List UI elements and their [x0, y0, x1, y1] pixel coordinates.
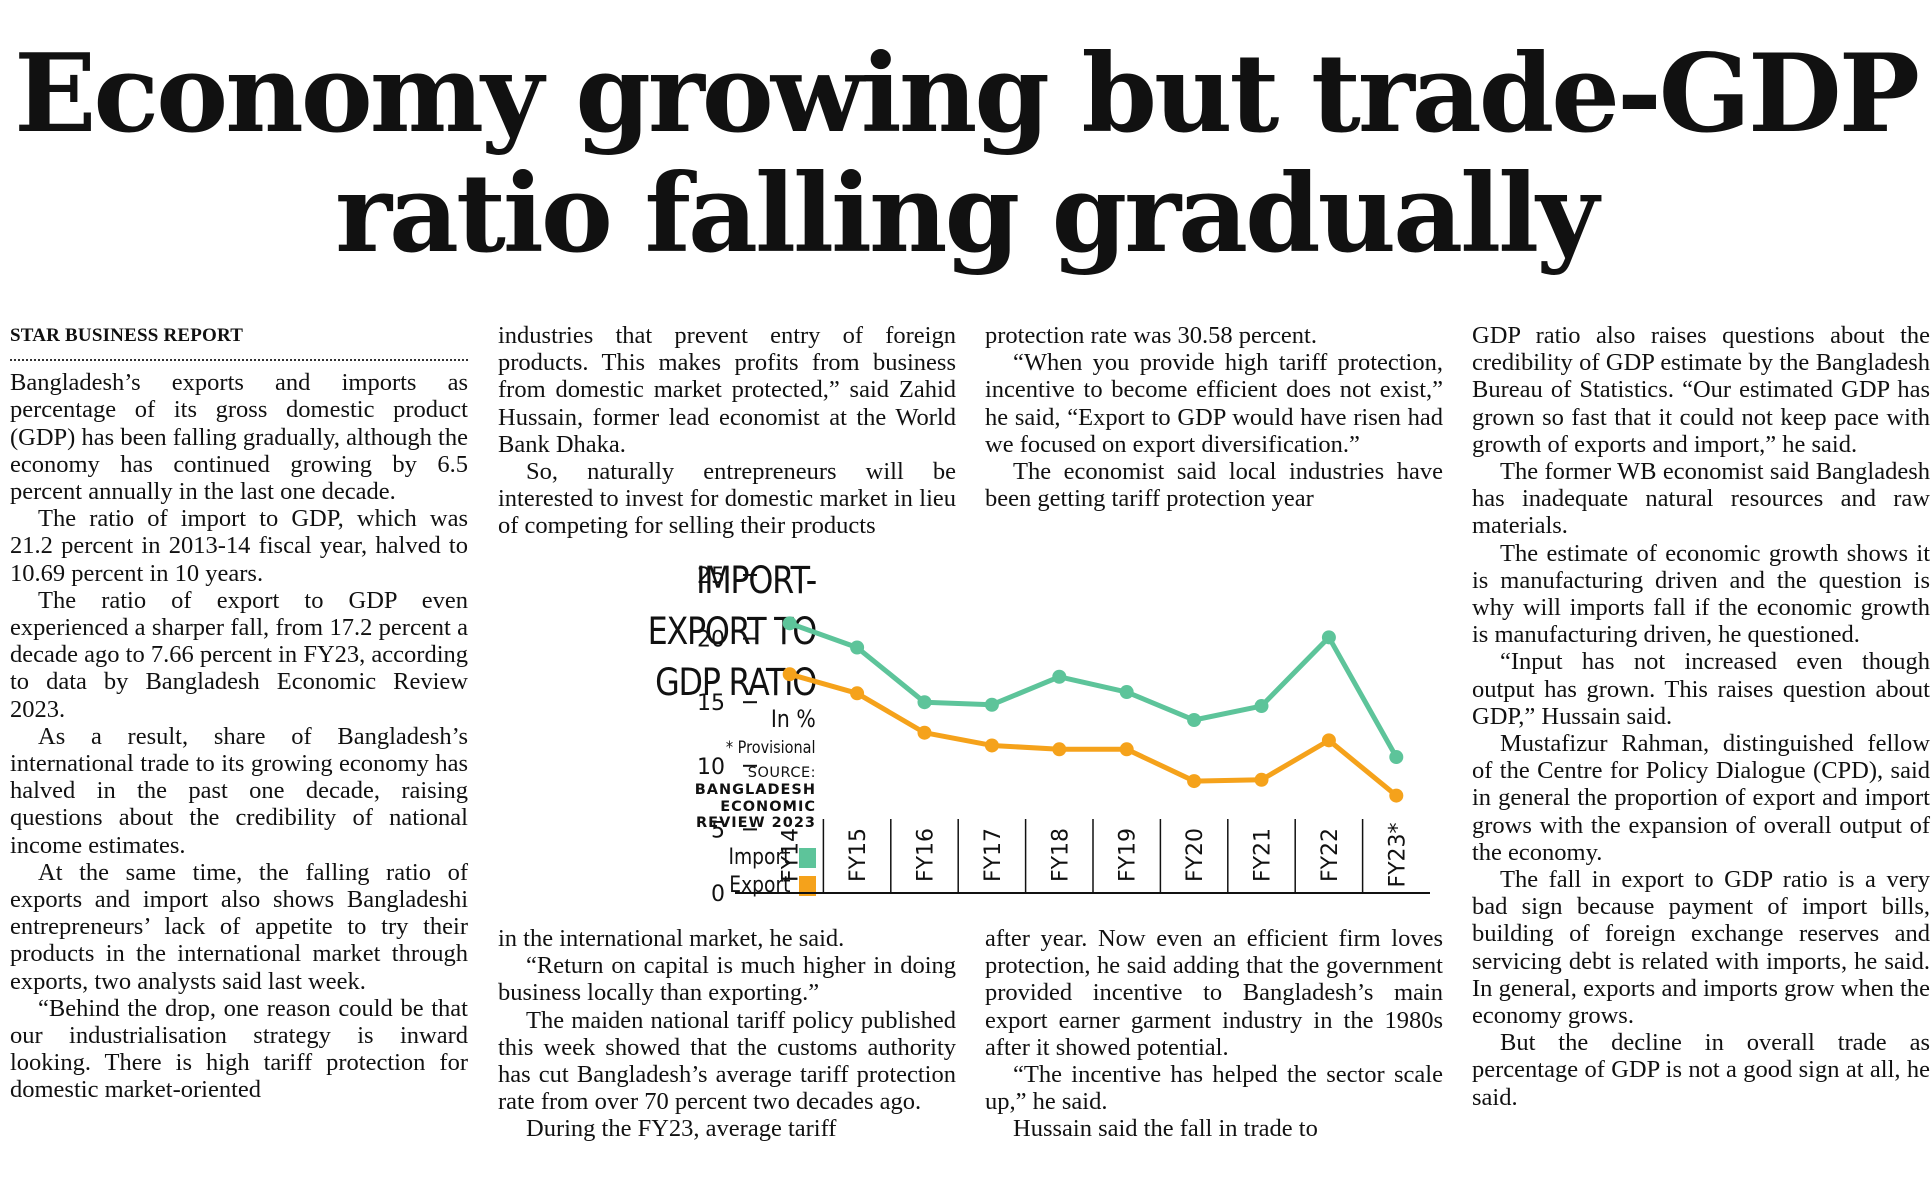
paragraph: The maiden national tariff policy publis… [498, 1006, 956, 1116]
headline-line-1: Economy growing but trade-GDP [14, 31, 1920, 157]
paragraph: GDP ratio also raises questions about th… [1472, 322, 1930, 458]
paragraph: “When you provide high tariff protection… [985, 349, 1443, 458]
x-tick-label: FY16 [914, 828, 939, 882]
paragraph: The ratio of import to GDP, which was 21… [10, 505, 468, 587]
x-tick-label: FY14 [779, 828, 804, 882]
import-data-point [917, 695, 932, 710]
paragraph: But the decline in overall trade as perc… [1472, 1029, 1930, 1111]
x-tick-label: FY21 [1251, 828, 1276, 882]
paragraph: Bangladesh’s exports and imports as perc… [10, 369, 468, 506]
chart-plot: 0 5 10 15 20 25 FY14 FY15 FY16 FY17 FY18 FY19 FY20 FY… [697, 564, 1430, 907]
x-tick-label: FY15 [846, 828, 871, 882]
paragraph: The ratio of export to GDP even experien… [10, 586, 468, 723]
x-tick-label: FY23* [1385, 822, 1410, 887]
export-series-line [789, 671, 1398, 798]
export-data-point [850, 686, 865, 701]
import-data-point [850, 640, 865, 655]
import-data-point [1254, 699, 1269, 714]
chart-source: BANGLADESH ECONOMIC REVIEW 2023 [616, 782, 816, 832]
paragraph: “The incentive has helped the sector sca… [985, 1061, 1443, 1116]
paragraph: The former WB economist said Bangladesh … [1472, 458, 1930, 540]
chart-unit: In % [771, 705, 816, 733]
headline: Economy growing but trade-GDP ratio fall… [0, 34, 1931, 274]
export-data-point [1389, 788, 1404, 803]
export-data-point [1119, 742, 1134, 757]
legend-import-swatch [799, 847, 816, 868]
article-column-1: STAR BUSINESS REPORT Bangladesh’s export… [10, 322, 468, 1104]
legend-import-label: Import [728, 845, 791, 870]
export-data-point [1321, 733, 1336, 748]
byline: STAR BUSINESS REPORT [10, 322, 468, 362]
paragraph: “Input has not increased even though out… [1472, 648, 1930, 730]
article-column-4: GDP ratio also raises questions about th… [1472, 322, 1930, 1111]
x-tick-label: FY18 [1048, 828, 1073, 882]
paragraph: The estimate of economic growth shows it… [1472, 539, 1930, 649]
y-tick-label: 5 [711, 818, 725, 843]
import-series-line [788, 620, 1399, 759]
import-data-point [984, 697, 999, 712]
paragraph: At the same time, the falling ratio of e… [10, 858, 468, 995]
y-tick-label: 25 [697, 564, 725, 589]
import-data-point [1389, 750, 1404, 765]
import-data-point [1119, 685, 1134, 700]
x-tick-label: FY22 [1318, 828, 1343, 882]
article-column-2-bottom: in the international market, he said. “R… [498, 925, 956, 1143]
paragraph: Hussain said the fall in trade to [1013, 1115, 1318, 1143]
x-tick-label: FY20 [1183, 828, 1208, 882]
paragraph: The fall in export to GDP ratio is a ver… [1472, 866, 1930, 1030]
paragraph: in the international market, he said. [498, 925, 845, 952]
paragraph: “Return on capital is much higher in doi… [498, 952, 956, 1007]
headline-line-2: ratio falling gradually [335, 151, 1599, 277]
article-column-2-top: industries that prevent entry of foreign… [498, 322, 956, 540]
paragraph: “Behind the drop, one reason could be th… [10, 994, 468, 1104]
chart-source-line: ECONOMIC [720, 798, 816, 815]
article-column-3-top: protection rate was 30.58 percent. “When… [985, 322, 1443, 512]
import-data-point [1052, 669, 1067, 684]
paragraph: protection rate was 30.58 percent. [985, 322, 1317, 349]
import-data-point [1187, 713, 1202, 728]
y-tick-label: 10 [697, 755, 725, 780]
y-tick-label: 20 [697, 628, 725, 653]
export-data-point [1187, 774, 1202, 789]
export-data-point [1254, 772, 1269, 787]
y-tick-label: 0 [711, 882, 725, 907]
export-data-point [984, 738, 999, 753]
trade-gdp-chart: IMPORT- EXPORT TO GDP RATIO In % * Provi… [498, 555, 1433, 910]
chart-source-line: BANGLADESH [694, 782, 816, 798]
export-data-point [782, 667, 797, 682]
x-tick-label: FY17 [981, 828, 1006, 882]
export-data-point [1052, 742, 1067, 757]
paragraph: after year. Now even an efficient firm l… [985, 925, 1443, 1061]
import-data-point [782, 616, 797, 631]
legend-export-swatch [799, 875, 816, 896]
legend-import: Import [728, 845, 816, 870]
y-tick-label: 15 [697, 691, 725, 716]
article-column-3-bottom: after year. Now even an efficient firm l… [985, 925, 1443, 1143]
paragraph: Mustafizur Rahman, distinguished fellow … [1472, 730, 1930, 866]
chart-note: * Provisional [726, 738, 816, 758]
paragraph: During the FY23, average tariff [526, 1115, 837, 1143]
export-data-point [917, 725, 932, 740]
paragraph: As a result, share of Bangladesh’s inter… [10, 722, 468, 859]
paragraph: So, naturally entrepreneurs will be inte… [498, 458, 956, 540]
chart-source-line: REVIEW 2023 [696, 815, 816, 831]
import-data-point [1321, 630, 1336, 645]
paragraph: The economist said local industries have… [985, 458, 1443, 513]
x-tick-label: FY19 [1116, 828, 1141, 882]
paragraph: industries that prevent entry of foreign… [498, 322, 956, 458]
chart-title-line: IMPORT- [696, 559, 817, 602]
chart-source-label: SOURCE: [747, 765, 816, 781]
